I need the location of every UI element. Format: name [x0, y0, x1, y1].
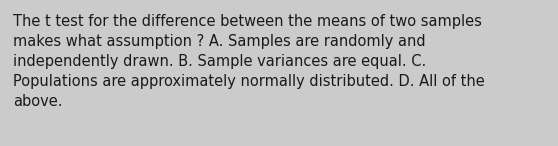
Text: above.: above. [13, 94, 62, 109]
Text: The t test for the difference between the means of two samples: The t test for the difference between th… [13, 14, 482, 29]
Text: independently drawn. B. Sample variances are equal. C.: independently drawn. B. Sample variances… [13, 54, 426, 69]
Text: makes what assumption ? A. Samples are randomly and: makes what assumption ? A. Samples are r… [13, 34, 426, 49]
Text: Populations are approximately normally distributed. D. All of the: Populations are approximately normally d… [13, 74, 485, 89]
